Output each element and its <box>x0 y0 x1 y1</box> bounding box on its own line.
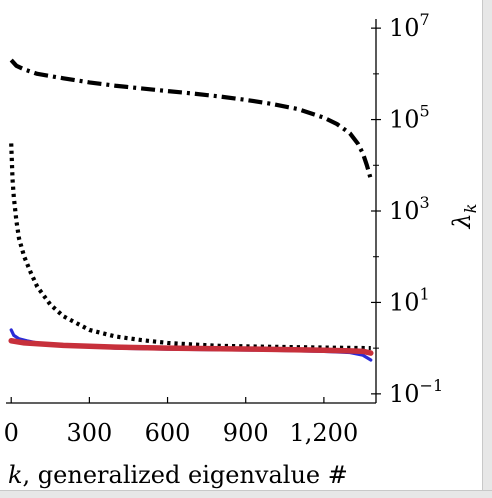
x-axis-label-rest: , generalized eigenvalue # <box>23 461 348 489</box>
y-tick-label: 107 <box>389 10 430 42</box>
x-tick-label: 300 <box>66 419 112 447</box>
y-tick-label: 101 <box>389 284 430 316</box>
x-tick-label: 0 <box>4 419 19 447</box>
y-axis-label-group: λk <box>448 204 480 230</box>
y-tick-label: 103 <box>389 193 430 225</box>
series-dotted-line <box>9 143 371 351</box>
x-tick-label: 900 <box>223 419 269 447</box>
y-tick-label: 10−1 <box>389 376 443 408</box>
x-axis-label-var: k <box>8 461 23 489</box>
y-axis-label-symbol: λ <box>448 213 476 229</box>
window-edge-bottom <box>0 490 492 498</box>
x-tick-label: 600 <box>145 419 191 447</box>
x-axis-label: k, generalized eigenvalue # <box>8 461 348 489</box>
y-axis-label-subscript: k <box>461 204 480 214</box>
series-dashdot-line <box>9 58 373 180</box>
x-tick-label: 1,200 <box>290 419 359 447</box>
series-solid-thick-line <box>8 338 374 356</box>
series-layer <box>8 58 374 362</box>
window-edge-right <box>482 0 492 498</box>
ticks-layer: 0 300 600 900 1,200 107 105 103 101 10−1 <box>4 10 444 447</box>
y-tick-label: 105 <box>389 102 430 134</box>
y-axis-label: λk <box>448 204 480 230</box>
